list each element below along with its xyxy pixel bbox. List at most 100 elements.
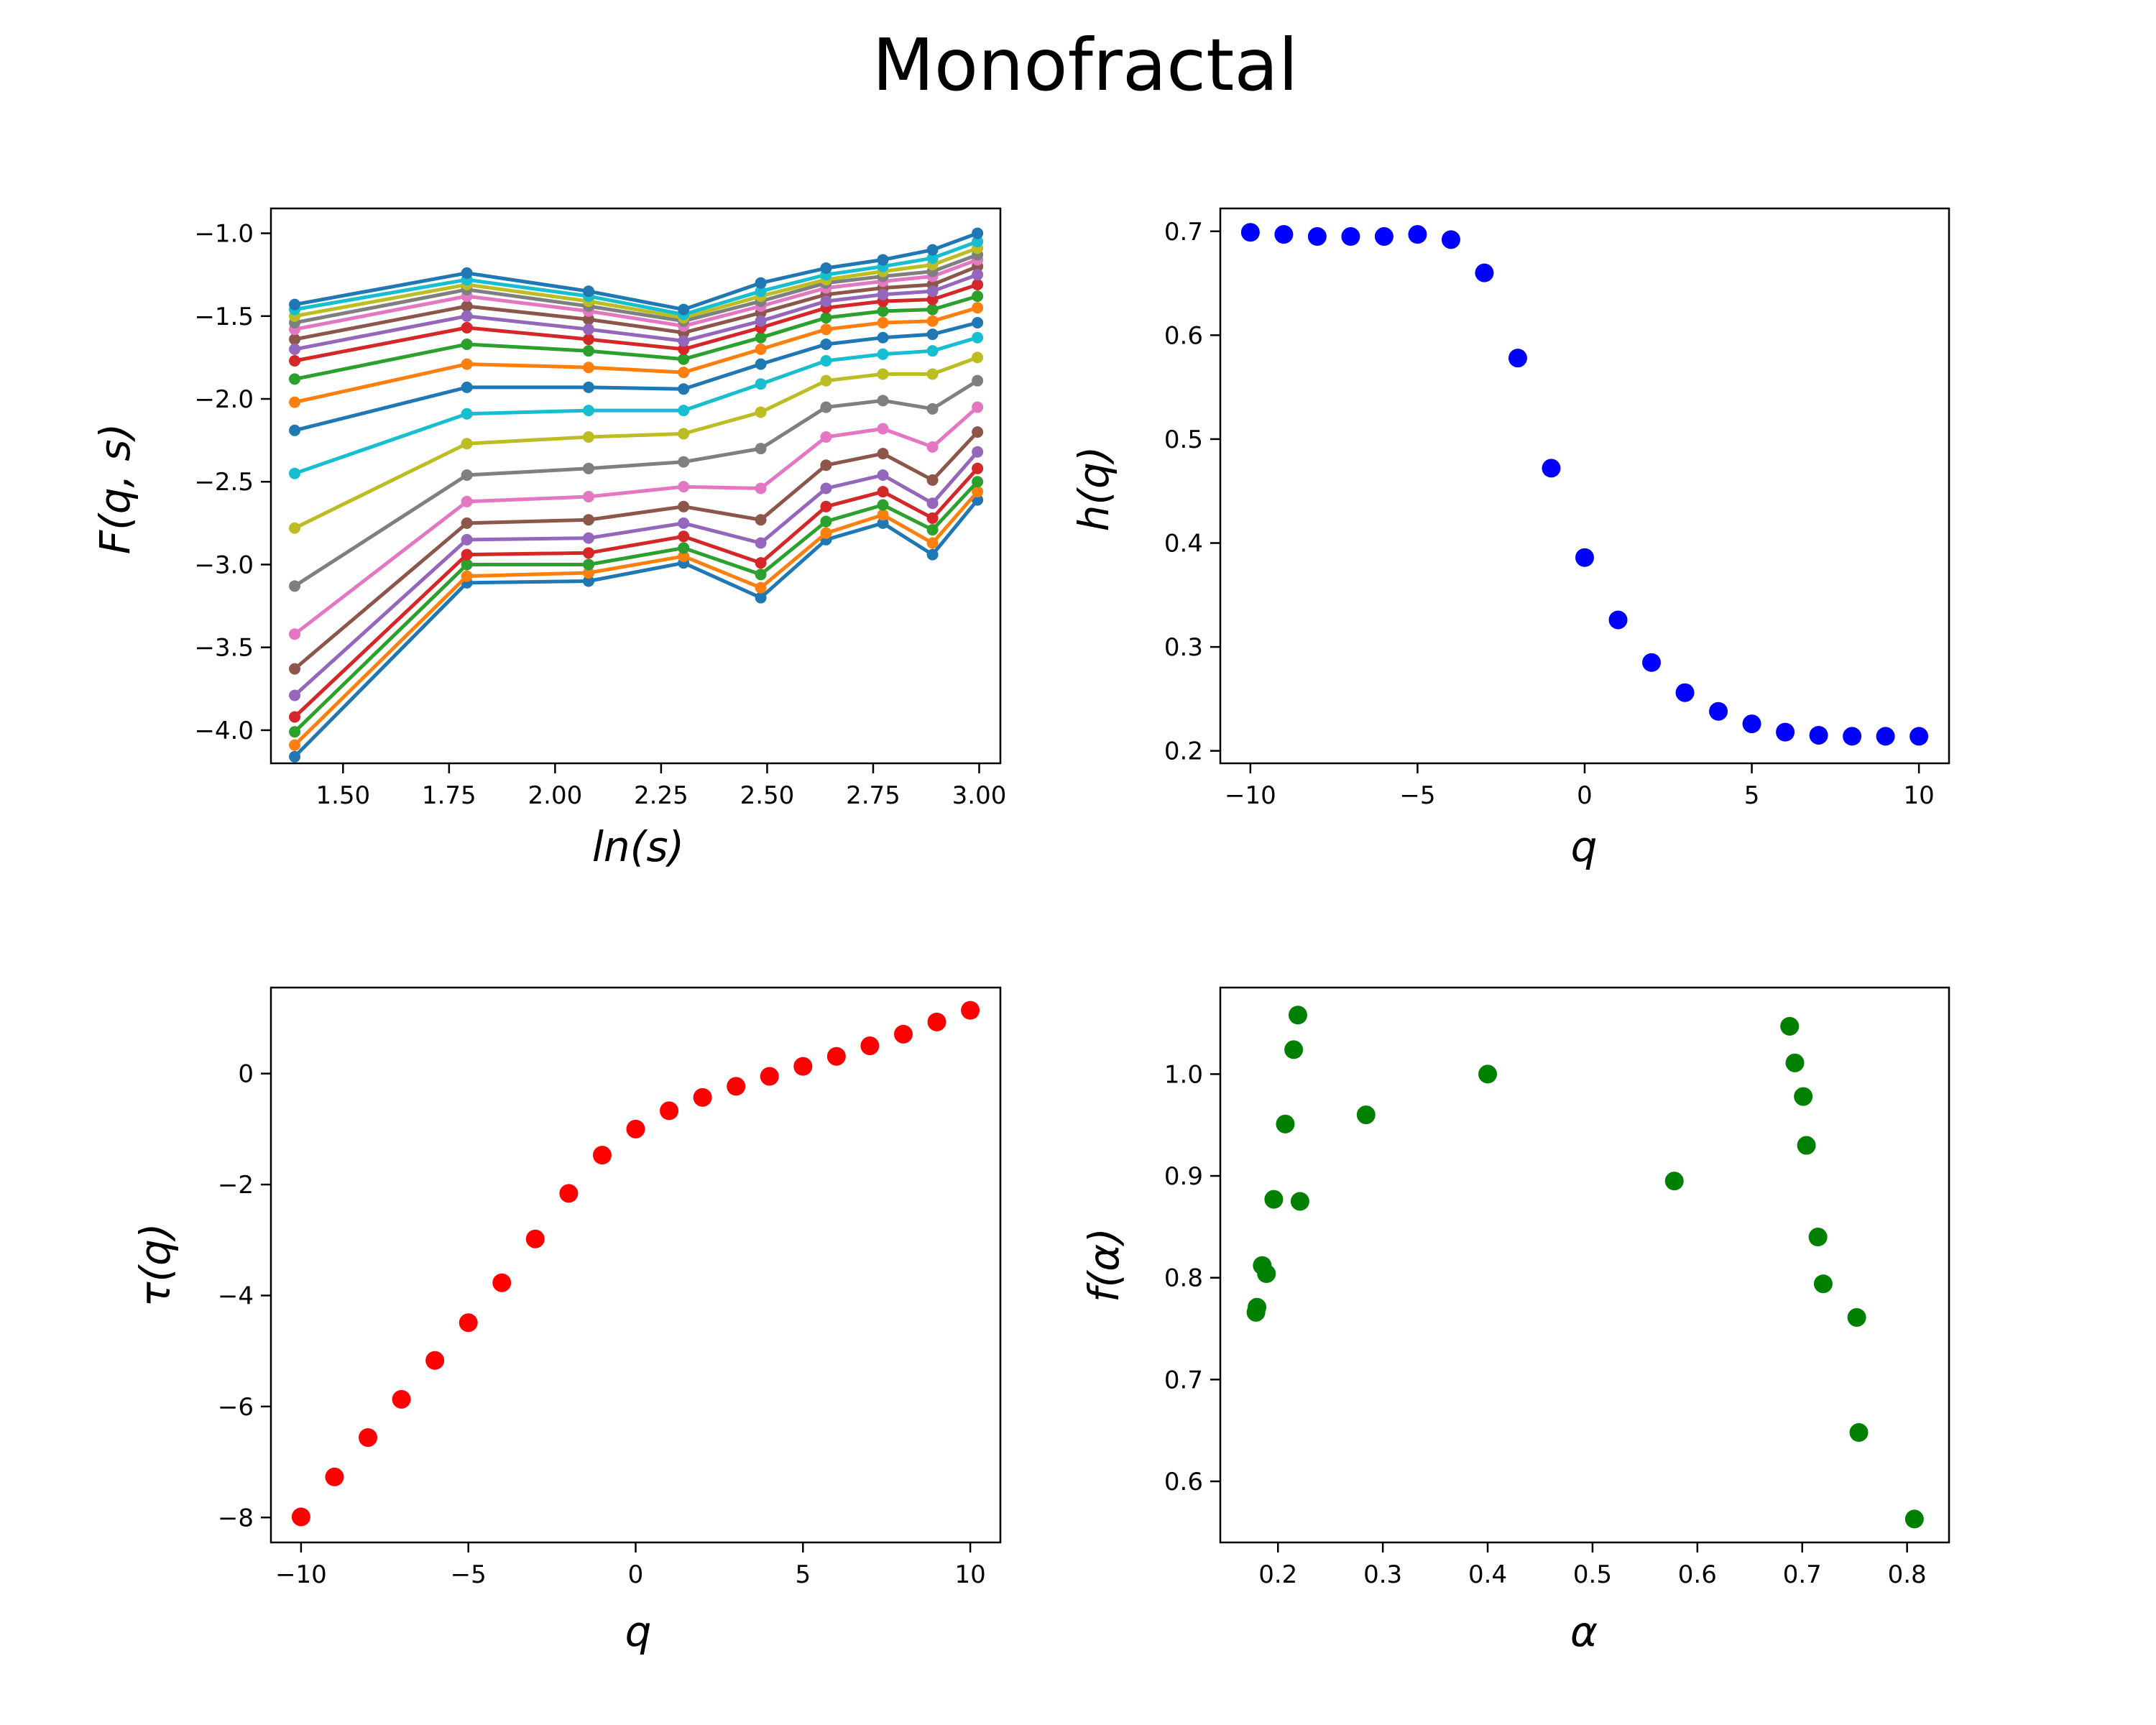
data-point [289, 396, 301, 408]
data-point [926, 293, 939, 305]
x-tick-label: −5 [451, 1560, 487, 1589]
data-point [755, 343, 767, 355]
data-point [289, 663, 301, 675]
y-tick-label: −1.5 [194, 303, 254, 331]
x-tick-label: 1.50 [315, 781, 370, 810]
data-point [926, 328, 939, 341]
data-point [877, 348, 889, 360]
data-point [755, 378, 767, 390]
data-point [582, 431, 594, 443]
data-point [755, 358, 767, 370]
x-tick-label: 5 [1744, 781, 1760, 810]
data-point [877, 305, 889, 317]
data-point [582, 566, 594, 579]
data-point [461, 558, 473, 571]
data-point [1794, 1087, 1813, 1106]
data-point [972, 279, 984, 291]
data-point [877, 448, 889, 460]
y-axis-label: F(q, s) [91, 423, 139, 555]
series-9 [289, 331, 984, 479]
data-point [459, 1313, 478, 1333]
data-point [727, 1077, 746, 1096]
data-point [582, 345, 594, 357]
data-point [820, 323, 832, 336]
data-point [1276, 1114, 1295, 1133]
y-tick-label: −2 [218, 1171, 254, 1200]
x-tick-label: 2.25 [634, 781, 688, 810]
data-point [289, 580, 301, 592]
data-point [582, 362, 594, 374]
x-tick-label: 10 [954, 1560, 985, 1589]
data-point [289, 355, 301, 367]
data-point [626, 1119, 645, 1138]
data-point [678, 530, 690, 543]
data-point [972, 476, 984, 488]
x-tick-label: 0 [1577, 781, 1593, 810]
data-point [461, 267, 473, 279]
data-point [755, 406, 767, 418]
x-tick-label: 2.75 [846, 781, 900, 810]
x-tick-label: 1.75 [422, 781, 476, 810]
data-point [1475, 263, 1494, 282]
data-point [1356, 1105, 1376, 1125]
y-tick-label: 1.0 [1164, 1060, 1203, 1089]
x-tick-label: 2.00 [528, 781, 583, 810]
data-point [826, 1046, 846, 1066]
data-point [1290, 1192, 1309, 1211]
data-point [678, 343, 690, 355]
data-point [877, 469, 889, 482]
y-tick-label: 0.7 [1164, 218, 1203, 247]
data-point [461, 358, 473, 370]
data-point [877, 499, 889, 511]
data-point [755, 331, 767, 344]
x-tick-label: 0 [628, 1560, 644, 1589]
data-point [582, 462, 594, 474]
data-point [1709, 702, 1728, 721]
series-2 [289, 476, 984, 738]
data-point [1288, 1006, 1307, 1025]
data-point [1608, 610, 1628, 630]
y-tick-label: 0.9 [1164, 1162, 1203, 1191]
x-tick-label: 5 [795, 1560, 811, 1589]
data-point [461, 300, 473, 312]
data-point [1843, 727, 1862, 746]
data-point [461, 438, 473, 450]
data-point [678, 303, 690, 316]
data-point [582, 547, 594, 559]
y-tick-label: 0 [238, 1060, 254, 1089]
data-point [1441, 230, 1460, 249]
data-point [582, 313, 594, 326]
data-point [755, 569, 767, 581]
data-point [582, 532, 594, 544]
data-point [755, 482, 767, 494]
data-point [972, 351, 984, 364]
series-5 [289, 426, 984, 675]
data-point [877, 509, 889, 521]
y-tick-label: 0.6 [1164, 321, 1203, 350]
data-point [972, 236, 984, 248]
data-point [972, 486, 984, 498]
data-point [359, 1428, 378, 1448]
y-tick-label: 0.6 [1164, 1468, 1203, 1496]
data-point [820, 338, 832, 350]
series-7 [289, 374, 984, 592]
figure-title: Monofractal [872, 23, 1299, 107]
data-point [877, 395, 889, 407]
data-point [860, 1036, 880, 1056]
data-point [582, 558, 594, 571]
data-point [961, 1000, 980, 1020]
y-tick-label: −6 [218, 1393, 254, 1422]
data-point [289, 750, 301, 763]
x-tick-label: 0.3 [1363, 1560, 1402, 1589]
data-point [559, 1184, 579, 1203]
data-point [972, 302, 984, 314]
data-point [289, 522, 301, 534]
data-point [972, 227, 984, 239]
data-point [927, 1012, 946, 1031]
data-point [582, 575, 594, 587]
data-point [582, 334, 594, 346]
data-point [1274, 225, 1294, 244]
x-tick-label: −10 [275, 1560, 327, 1589]
data-point [1253, 1256, 1272, 1275]
data-point [678, 428, 690, 440]
